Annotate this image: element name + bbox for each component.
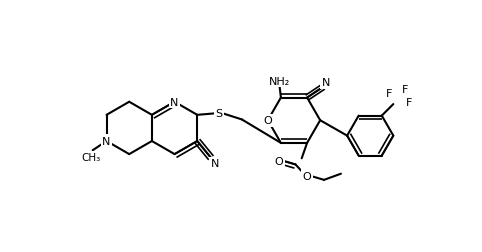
- Text: F: F: [406, 97, 413, 107]
- Text: CH₃: CH₃: [81, 152, 101, 163]
- Text: O: O: [274, 156, 283, 166]
- Text: NH₂: NH₂: [269, 76, 290, 86]
- Text: S: S: [215, 109, 222, 119]
- Text: O: O: [303, 171, 311, 181]
- Text: F: F: [386, 88, 393, 98]
- Text: F: F: [402, 85, 408, 95]
- Text: N: N: [102, 137, 111, 146]
- Text: O: O: [264, 116, 272, 126]
- Text: N: N: [211, 159, 219, 169]
- Text: N: N: [322, 78, 331, 88]
- Text: N: N: [170, 97, 179, 107]
